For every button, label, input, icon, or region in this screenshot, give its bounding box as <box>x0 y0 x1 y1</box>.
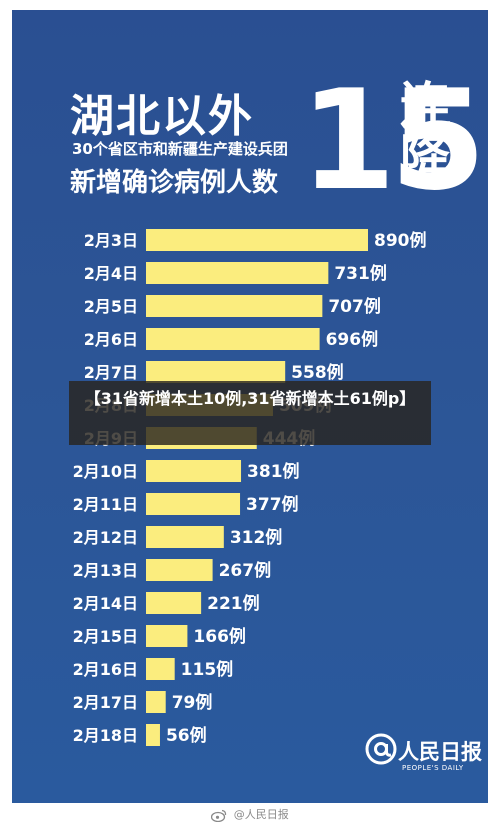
watermark-text: @人民日报 <box>233 808 289 821</box>
bar <box>146 559 213 581</box>
overlay-caption-banner: 【31省新增本土10例,31省新增本土61例p】 <box>69 381 431 445</box>
bar <box>146 691 166 713</box>
title-main: 湖北以外 <box>70 91 254 142</box>
value-label: 890例 <box>374 230 427 251</box>
value-label: 56例 <box>166 725 207 746</box>
value-label: 707例 <box>328 296 381 317</box>
bar <box>146 526 224 548</box>
category-label: 2月13日 <box>73 561 138 580</box>
bar <box>146 295 323 317</box>
value-label: 558例 <box>291 362 344 383</box>
value-label: 381例 <box>247 461 300 482</box>
category-label: 2月5日 <box>84 297 138 316</box>
value-label: 79例 <box>172 692 213 713</box>
value-label: 312例 <box>230 527 282 548</box>
category-label: 2月12日 <box>73 528 138 547</box>
category-label: 2月15日 <box>73 627 138 646</box>
category-label: 2月4日 <box>84 264 138 283</box>
value-label: 115例 <box>181 659 234 680</box>
at-sign-logo-icon <box>365 733 397 765</box>
value-label: 267例 <box>219 560 272 581</box>
bar <box>146 493 241 515</box>
category-label: 2月11日 <box>73 495 138 514</box>
title-subtitle-region: 30个省区市和新疆生产建设兵团 <box>72 140 288 158</box>
category-label: 2月6日 <box>84 330 138 349</box>
bar <box>146 592 202 614</box>
weibo-icon <box>211 809 227 822</box>
category-label: 2月14日 <box>73 594 138 613</box>
value-label: 377例 <box>246 494 299 515</box>
bar <box>146 460 242 482</box>
value-label: 731例 <box>334 263 387 284</box>
value-label: 166例 <box>193 626 246 647</box>
bar <box>146 262 329 284</box>
bar <box>146 724 160 746</box>
title-subtitle-metric: 新增确诊病例人数 <box>70 168 279 198</box>
category-label: 2月7日 <box>84 363 138 382</box>
bar <box>146 229 368 251</box>
title-lian-char: 连 <box>400 77 450 135</box>
title-jiang-char: 降 <box>400 129 450 187</box>
category-label: 2月3日 <box>84 231 138 250</box>
title-big-number: 15 <box>300 60 486 221</box>
bar <box>146 328 320 350</box>
value-label: 221例 <box>207 593 260 614</box>
category-label: 2月16日 <box>73 660 138 679</box>
value-label: 696例 <box>326 329 379 350</box>
logo-english: PEOPLE'S DAILY <box>402 764 464 772</box>
weibo-watermark: @人民日报 <box>0 803 500 827</box>
category-label: 2月18日 <box>73 726 138 745</box>
bar <box>146 658 175 680</box>
category-label: 2月10日 <box>73 462 138 481</box>
bar <box>146 625 188 647</box>
logo-name: 人民日报 <box>398 740 482 764</box>
category-label: 2月17日 <box>73 693 138 712</box>
bar <box>146 361 286 383</box>
